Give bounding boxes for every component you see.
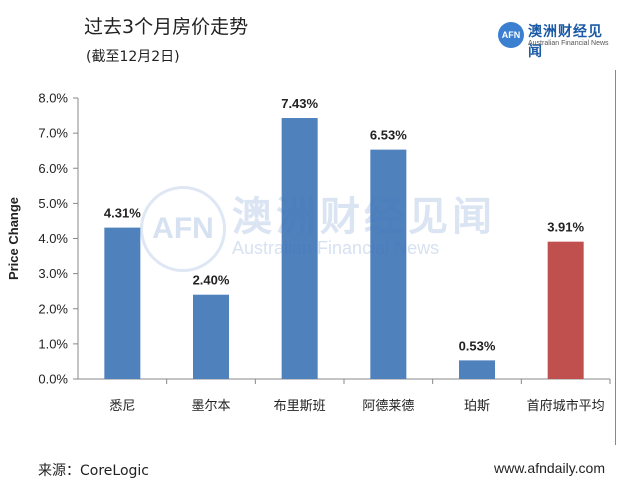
data-label: 4.31% [104,206,141,221]
y-tick-label: 5.0% [38,196,68,211]
y-tick-label: 6.0% [38,161,68,176]
afn-logo-name-en: Australian Financial News [528,40,609,47]
y-tick-label: 7.0% [38,126,68,141]
afn-logo: AFN 澳洲财经见闻 Australian Financial News [498,20,610,60]
bar-1 [104,227,141,379]
bar-6 [547,241,584,379]
y-tick-label: 4.0% [38,231,68,246]
x-category-label: 阿德莱德 [362,399,414,414]
data-label: 6.53% [370,128,407,143]
x-category-label: 珀斯 [464,399,490,414]
afn-logo-mark: AFN [498,22,524,48]
source-note: 来源：CoreLogic [38,463,149,479]
y-axis-label: Price Change [6,197,21,280]
chart-subtitle: (截至12月2日) [86,49,180,65]
bar-4 [370,149,407,379]
website-link: www.afndaily.com [493,460,605,476]
y-tick-label: 8.0% [38,91,68,106]
data-label: 2.40% [193,273,230,288]
data-label: 3.91% [547,220,584,235]
y-tick-label: 2.0% [38,301,68,316]
y-tick-label: 3.0% [38,266,68,281]
chart-title: 过去3个月房价走势 [84,16,249,38]
data-label: 7.43% [281,96,318,111]
bar-5 [459,360,495,379]
x-category-label: 墨尔本 [191,399,230,414]
y-tick-label: 1.0% [38,336,68,351]
bar-2 [193,294,229,379]
y-tick-label: 0.0% [38,372,68,387]
x-category-label: 布里斯班 [274,399,326,414]
afn-logo-name-cn: 澳洲财经见闻 [528,24,603,60]
x-category-label: 悉尼 [109,399,135,414]
bar-3 [281,118,318,380]
frame-border [615,70,616,445]
data-label: 0.53% [459,338,496,353]
x-category-label: 首府城市平均 [527,398,605,414]
